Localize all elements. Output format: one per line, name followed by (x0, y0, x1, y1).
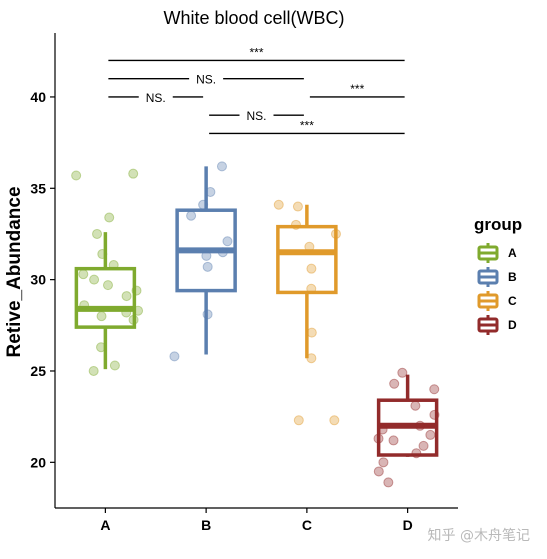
data-point (71, 170, 82, 181)
data-point (377, 424, 388, 435)
y-tick-label: 30 (30, 272, 46, 288)
data-point (79, 300, 90, 311)
data-point (415, 420, 426, 431)
data-point (121, 307, 132, 318)
comparison-label: *** (300, 118, 314, 132)
data-point (217, 247, 228, 258)
legend-title: group (474, 215, 522, 234)
x-tick-label: C (302, 517, 312, 533)
data-point (290, 219, 301, 230)
data-point (169, 351, 180, 362)
data-point (88, 365, 99, 376)
data-point (102, 280, 113, 291)
data-point (388, 435, 399, 446)
data-point (330, 228, 341, 239)
legend-label: D (508, 318, 517, 332)
box-A (74, 266, 137, 329)
legend-label: C (508, 294, 517, 308)
data-point (92, 228, 103, 239)
data-point (89, 274, 100, 285)
legend-label: A (508, 246, 517, 260)
data-point (96, 342, 107, 353)
data-point (108, 260, 119, 271)
data-point (429, 384, 440, 395)
data-point (97, 249, 108, 260)
data-point (306, 263, 317, 274)
data-point (121, 291, 132, 302)
watermark-text: 知乎 @木舟笔记 (428, 527, 530, 544)
data-point (425, 429, 436, 440)
comparison-label: NS. (196, 73, 216, 87)
data-point (293, 415, 304, 426)
box-C (276, 224, 338, 295)
data-point (373, 433, 384, 444)
y-tick-label: 20 (30, 454, 46, 470)
data-point (198, 199, 209, 210)
data-point (373, 466, 384, 477)
data-point (383, 477, 394, 488)
data-point (273, 199, 284, 210)
data-point (201, 250, 212, 261)
data-point (410, 400, 421, 411)
legend-label: B (508, 270, 517, 284)
x-tick-label: D (403, 517, 413, 533)
comparison-label: *** (249, 45, 263, 59)
data-point (292, 201, 303, 212)
y-tick-label: 35 (30, 180, 46, 196)
data-point (216, 161, 227, 172)
data-point (128, 168, 139, 179)
x-tick-label: A (100, 517, 110, 533)
plot-area: 20 25 30 35 40 A B C D *** NS. *** NS. NS. *** (30, 33, 458, 533)
y-tick-label: 25 (30, 363, 46, 379)
data-point (306, 327, 317, 338)
data-point (133, 305, 144, 316)
data-point (389, 378, 400, 389)
data-point (306, 283, 317, 294)
data-point (186, 210, 197, 221)
data-point (202, 309, 213, 320)
data-point (128, 314, 139, 325)
data-point (329, 415, 340, 426)
data-point (304, 241, 315, 252)
data-point (104, 212, 115, 223)
data-point (205, 186, 216, 197)
comparison-label: NS. (146, 91, 166, 105)
data-point (306, 353, 317, 364)
comparison-label: *** (350, 82, 364, 96)
data-point (202, 261, 213, 272)
data-point (378, 457, 389, 468)
comparison-label: NS. (246, 109, 266, 123)
chart-title: White blood cell(WBC) (163, 8, 344, 28)
data-point (222, 236, 233, 247)
data-point (429, 409, 440, 420)
data-point (109, 360, 120, 371)
data-point (96, 311, 107, 322)
data-point (418, 440, 429, 451)
y-axis-title: Retive_Abundance (4, 186, 25, 357)
data-point (131, 285, 142, 296)
data-point (78, 269, 89, 280)
x-tick-label: B (201, 517, 211, 533)
data-point (397, 367, 408, 378)
y-tick-label: 40 (30, 89, 46, 105)
data-point (411, 448, 422, 459)
